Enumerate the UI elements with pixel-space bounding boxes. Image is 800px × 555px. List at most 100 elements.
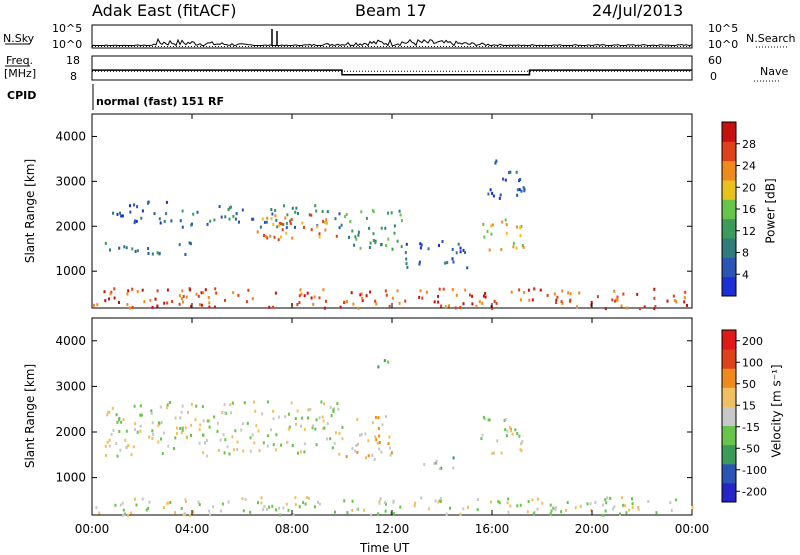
velocity-echo-cell [253,441,256,445]
power-echo-cell [295,206,298,210]
power-echo-cell [189,288,192,292]
velocity-echo-cell [295,422,297,426]
power-echo-cell [369,290,372,294]
velocity-echo-cell [507,510,510,514]
velocity-colorbar-frame [721,329,737,503]
velocity-echo-cell [520,449,523,453]
velocity-echo-cell [179,426,182,430]
power-echo-cell [278,223,281,227]
power-echo-cell [372,210,375,214]
velocity-echo-cell [315,418,318,422]
velocity-echo-cell [637,507,640,511]
power-echo-cell [576,305,578,309]
velocity-echo-cell [489,500,492,504]
freq-label: Freq. [6,54,34,67]
power-echo-cell [251,297,254,301]
velocity-echo-cell [227,500,230,504]
velocity-echo-cell [496,439,499,443]
velocity-echo-cell [216,421,219,425]
power-echo-cell [274,291,277,295]
power-echo-cell [224,298,226,302]
velocity-echo-cell [420,496,423,500]
power-echo-cell [109,292,112,296]
velocity-echo-cell [399,505,402,509]
power-echo-cell [452,260,455,264]
power-echo-cell [224,215,227,219]
velocity-echo-cell [151,421,154,425]
power-echo-cell [346,300,348,304]
power-echo-cell [518,288,521,292]
velocity-echo-cell [439,496,442,500]
power-echo-cell [263,234,265,237]
power-echo-cell [298,301,301,304]
power-echo-cell [339,305,342,309]
velocity-echo-cell [384,509,387,513]
velocity-echo-cell [307,416,309,420]
velocity-echo-cell [160,437,162,441]
velocity-echo-cell [389,453,392,457]
velocity-echo-cell [224,438,227,442]
velocity-echo-cell [329,405,332,409]
velocity-echo-cell [277,415,280,419]
power-echo-cell [406,265,409,269]
velocity-echo-cell [433,461,436,465]
velocity-echo-cell [369,513,372,517]
velocity-echo-cell [321,415,324,419]
power-echo-cell [674,299,676,303]
power-echo-cell [112,211,114,215]
velocity-echo-cell [206,439,209,442]
power-echo-cell [181,209,184,213]
power-echo-cell [590,300,593,304]
power-echo-cell [129,204,131,208]
velocity-echo-cell [309,408,312,411]
power-echo-cell [355,237,358,241]
velocity-echo-cell [198,503,201,507]
power-echo-cell [419,289,422,293]
velocity-echo-cell [185,500,187,503]
velocity-echo-cell [287,508,290,512]
velocity-echo-cell [246,421,249,425]
power-echo-cell [393,224,396,228]
power-echo-cell [151,305,154,309]
velocity-echo-cell [318,416,321,420]
power-echo-cell [451,257,454,261]
velocity-echo-cell [378,441,381,444]
velocity-echo-cell [346,511,349,515]
power-echo-cell [274,214,277,218]
velocity-echo-cell [236,448,239,452]
velocity-echo-cell [647,499,650,503]
frequency-step-line [92,69,692,76]
power-echo-cell [326,221,328,225]
velocity-echo-cell [509,429,512,433]
velocity-echo-cell [188,513,191,517]
velocity-echo-cell [307,496,310,500]
velocity-echo-cell [379,497,382,501]
velocity-echo-cell [337,407,340,411]
power-echo-cell [220,215,223,219]
velocity-echo-cell [476,508,479,512]
power-echo-cell [188,241,191,245]
velocity-echo-cell [173,447,175,450]
velocity-echo-cell [511,432,514,436]
power-echo-cell [469,293,471,297]
power-echo-cell [539,288,542,292]
power-echo-cell [462,302,465,306]
power-echo-cell [181,300,184,304]
velocity-echo-cell [434,499,437,503]
velocity-echo-cell [300,424,302,428]
power-echo-cell [512,241,515,245]
power-echo-cell [380,243,383,247]
velocity-echo-cell [326,422,329,426]
power-echo-cell [531,298,534,302]
velocity-echo-cell [625,511,628,515]
velocity-echo-cell [392,500,395,504]
power-echo-cell [286,213,289,217]
velocity-echo-cell [306,496,309,500]
velocity-echo-cell [216,429,219,433]
velocity-echo-cell [497,500,500,504]
velocity-echo-cell [157,440,160,444]
power-echo-cell [310,213,313,217]
velocity-echo-cell [120,420,123,424]
nsky-label: N.Sky [3,32,35,45]
velocity-echo-cell [184,426,187,430]
